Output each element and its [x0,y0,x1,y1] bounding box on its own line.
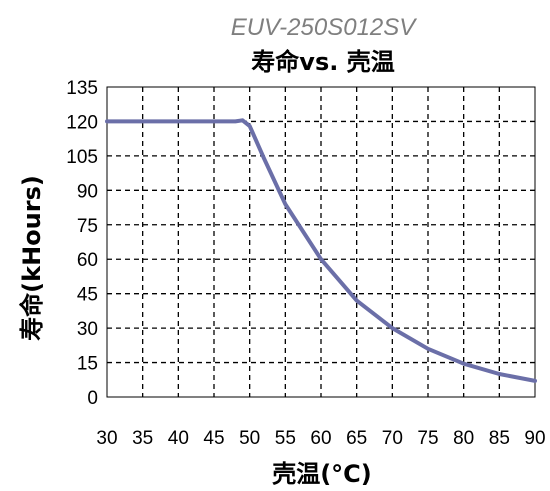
x-tick-label: 40 [168,428,189,449]
y-tick-label: 90 [77,181,98,202]
plot-area-border [106,86,536,398]
x-tick-label: 85 [489,428,510,449]
x-tick-label: 35 [132,428,153,449]
y-axis-label: 寿命(kHours) [18,175,46,341]
series-layer [105,118,537,383]
x-tick-label: 80 [453,428,474,449]
chart-title: EUV-250S012SV [231,14,418,41]
x-tick-label: 30 [96,428,117,449]
x-tick-label: 90 [524,428,545,449]
x-tick-label: 70 [382,428,403,449]
y-tick-label: 75 [77,216,98,237]
x-tick-label: 65 [346,428,367,449]
x-tick-label: 60 [310,428,331,449]
y-tick-label: 0 [87,388,98,409]
tick-labels: 0 15 30 45 60 75 90 105 120 135 30 35 40 45 50 55 60 65 70… [66,78,545,449]
x-axis-label: 壳温(°C) [271,460,372,488]
y-tick-label: 45 [77,285,98,306]
y-tick-label: 15 [77,354,98,375]
y-tick-label: 135 [66,78,98,99]
lifetime-series-line [105,118,537,383]
y-tick-label: 105 [66,147,98,168]
y-tick-label: 120 [66,112,98,133]
x-tick-label: 45 [203,428,224,449]
y-tick-label: 30 [77,319,98,340]
x-tick-label: 50 [239,428,260,449]
x-tick-label: 55 [275,428,296,449]
chart-subtitle: 寿命vs. 壳温 [251,48,394,76]
y-tick-label: 60 [77,250,98,271]
gridlines [107,87,535,397]
x-tick-label: 75 [417,428,438,449]
